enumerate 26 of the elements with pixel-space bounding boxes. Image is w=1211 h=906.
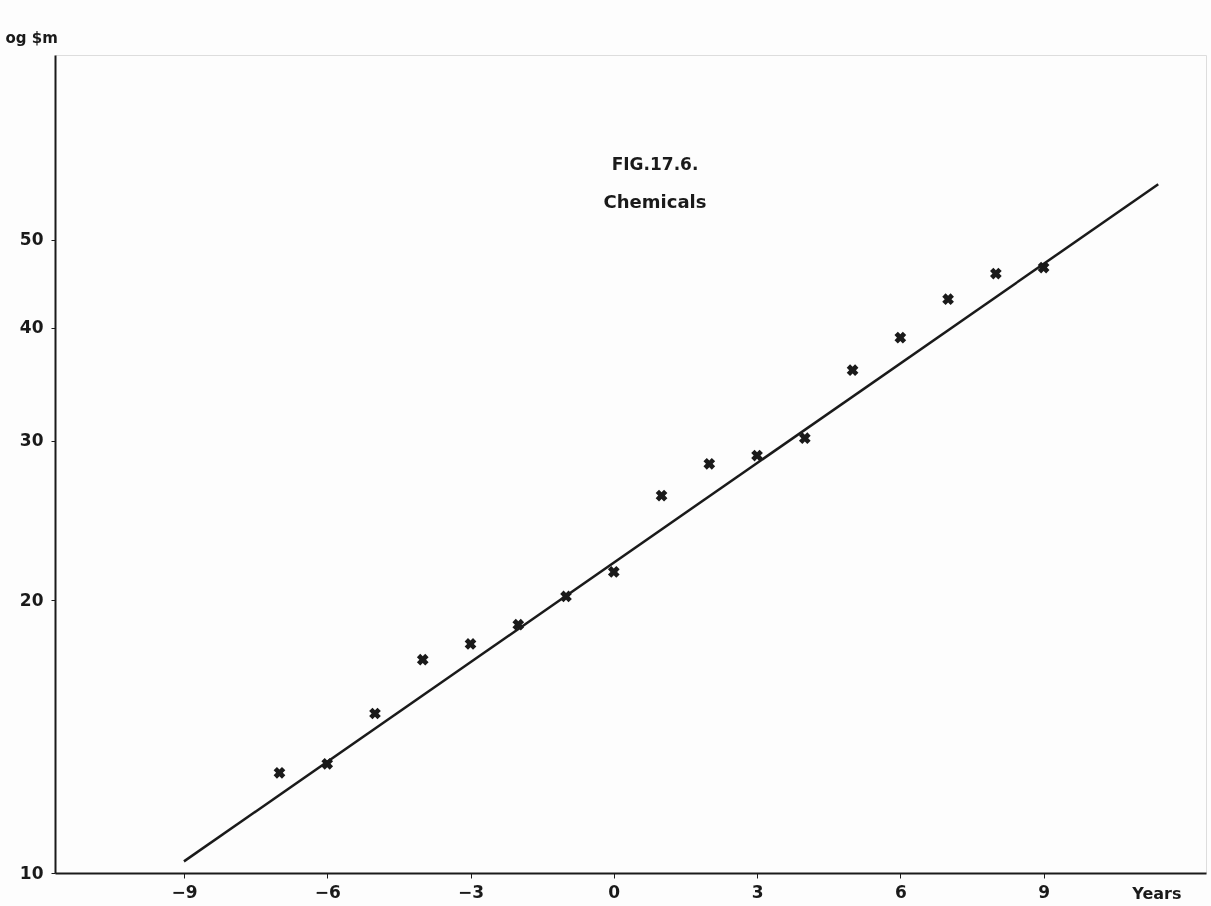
- point: [846, 364, 859, 377]
- x-tick-label: −3: [457, 881, 485, 902]
- point: [655, 489, 668, 502]
- point: [703, 457, 716, 470]
- x-tick-label: −9: [171, 881, 198, 902]
- x-tick-label: 0: [608, 881, 621, 902]
- point: [607, 566, 620, 578]
- point: [894, 331, 907, 344]
- y-tick-label: 40: [19, 317, 44, 338]
- point: [990, 267, 1002, 280]
- text: FIG.17.6.: [611, 154, 699, 174]
- text: Chemicals: [603, 191, 707, 212]
- y-tick-label: 30: [19, 430, 44, 451]
- point: [273, 766, 286, 779]
- y-axis-title: og $m: [5, 28, 58, 47]
- x-tick-label: −6: [314, 881, 341, 902]
- x-tick-label: 9: [1038, 881, 1051, 902]
- point: [942, 293, 954, 306]
- x-axis-title: Years: [1131, 883, 1182, 903]
- x-tick-label: 6: [894, 881, 907, 902]
- y-tick-label: 10: [19, 862, 44, 883]
- y-tick-label: 50: [19, 229, 44, 250]
- x-tick-label: 3: [751, 881, 764, 902]
- y-tick-label: 20: [19, 589, 44, 610]
- point: [416, 653, 429, 666]
- point: [798, 432, 811, 445]
